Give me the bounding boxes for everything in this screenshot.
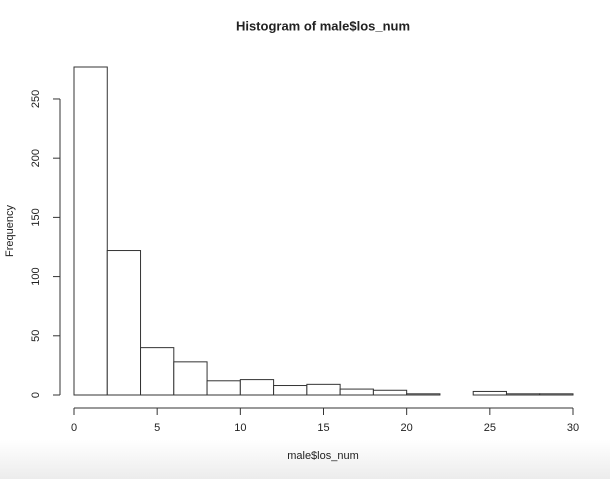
bar bbox=[406, 393, 441, 396]
x-tick-label: 10 bbox=[234, 422, 246, 434]
bottom-fade bbox=[0, 440, 610, 479]
bar bbox=[472, 390, 507, 396]
y-tick-label: 150 bbox=[30, 208, 42, 226]
bar bbox=[140, 347, 175, 396]
bar bbox=[239, 379, 275, 396]
bar bbox=[206, 380, 241, 396]
y-tick-label: 200 bbox=[30, 149, 42, 167]
bar bbox=[173, 361, 208, 396]
y-tick-label: 50 bbox=[30, 330, 42, 342]
x-tick-label: 5 bbox=[154, 422, 160, 434]
x-tick-label: 25 bbox=[484, 422, 496, 434]
bar bbox=[273, 385, 308, 396]
chart-title: Histogram of male$los_num bbox=[236, 18, 410, 33]
x-tick-label: 20 bbox=[401, 422, 413, 434]
y-tick-label: 100 bbox=[30, 267, 42, 285]
bar bbox=[339, 388, 374, 396]
bar bbox=[73, 66, 108, 396]
y-tick-label: 0 bbox=[30, 392, 42, 398]
bar bbox=[372, 389, 408, 396]
bar bbox=[539, 393, 574, 396]
y-axis-label: Frequency bbox=[4, 205, 16, 257]
x-tick-label: 15 bbox=[317, 422, 329, 434]
x-tick-label: 0 bbox=[71, 422, 77, 434]
bar bbox=[306, 383, 341, 396]
bar bbox=[106, 250, 142, 396]
bar bbox=[505, 393, 541, 396]
x-axis-label: male$los_num bbox=[287, 450, 359, 462]
y-tick-label: 250 bbox=[30, 90, 42, 108]
x-tick-label: 30 bbox=[567, 422, 579, 434]
